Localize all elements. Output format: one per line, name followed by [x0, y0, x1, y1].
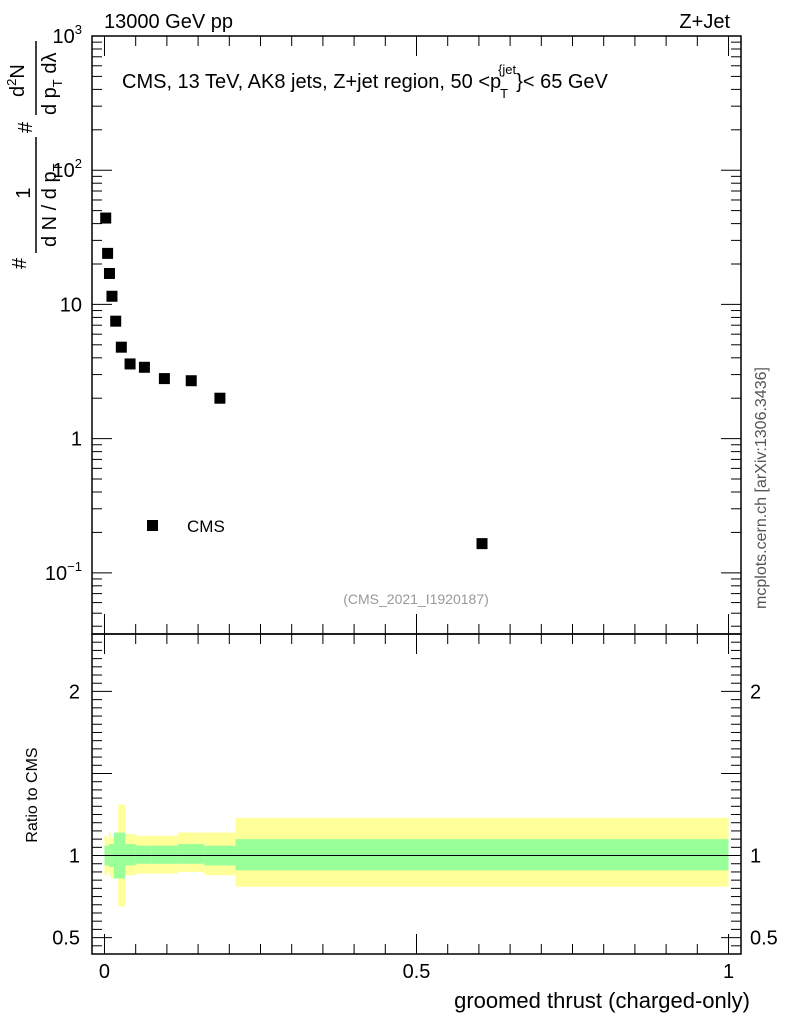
ratio-ytick-label: 1	[69, 846, 80, 868]
title-sup: {jet	[498, 62, 516, 77]
data-point	[476, 538, 488, 550]
data-point	[110, 315, 122, 327]
main-ylabel: # 1 d N / d pT # d2N d pT dλ	[4, 41, 65, 269]
ratio-ytick-label-right: 0.5	[750, 928, 778, 950]
data-point	[115, 341, 127, 353]
ylabel-den-sub: T	[50, 163, 65, 171]
ratio-inner-band-segment	[135, 845, 152, 864]
ylabel-den2-tail: dλ	[39, 53, 61, 80]
main-ytick-label: 10−1	[45, 559, 82, 585]
data-point	[102, 247, 114, 259]
title-sub: T	[500, 86, 508, 101]
xtick-label: 0	[99, 961, 110, 983]
side-watermark: mcplots.cern.ch [arXiv:1306.3436]	[753, 367, 770, 609]
ylabel-num-n: N	[7, 64, 29, 78]
ylabel-den-text: d N / d p	[39, 171, 61, 247]
ylabel-numerator: d2N	[4, 64, 29, 97]
data-point	[106, 290, 118, 302]
ylabel-den2-sub: T	[50, 79, 65, 87]
ratio-ytick-label: 2	[69, 681, 80, 703]
header-left-label: 13000 GeV pp	[104, 11, 233, 33]
data-point	[100, 212, 112, 224]
data-point	[138, 361, 150, 373]
data-points	[100, 212, 488, 550]
xtick-label: 1	[723, 961, 734, 983]
ylabel-den2-text: d p	[39, 87, 61, 115]
main-ytick-label: 102	[53, 156, 82, 182]
main-ytick-label: 103	[53, 22, 82, 48]
legend-label: CMS	[187, 517, 225, 536]
ylabel-num-d: d	[7, 86, 29, 97]
main-axis-ticks	[92, 35, 741, 634]
data-point	[103, 267, 115, 279]
ratio-bands	[104, 804, 729, 907]
ratio-inner-band-segment	[178, 844, 205, 864]
ratio-plot-frame	[91, 633, 742, 955]
legend-marker	[147, 520, 158, 531]
data-point	[158, 373, 170, 385]
ylabel-hash-2: #	[15, 121, 37, 133]
ratio-inner-band-segment	[125, 844, 136, 866]
xtick-label: 0.5	[403, 961, 431, 983]
plot-title: CMS, 13 TeV, AK8 jets, Z+jet region, 50 …	[122, 62, 609, 101]
ylabel-denominator-2: d pT dλ	[39, 53, 65, 115]
ratio-ytick-label: 0.5	[52, 928, 80, 950]
data-point	[124, 358, 136, 370]
data-point	[185, 375, 197, 387]
xlabel: groomed thrust (charged-only)	[454, 988, 750, 1013]
ratio-axis-ticks	[92, 633, 741, 955]
main-ytick-label: 1	[71, 429, 82, 451]
ratio-ylabel: Ratio to CMS	[24, 747, 41, 842]
ylabel-num-sup: 2	[4, 79, 19, 86]
ratio-inner-band-segment	[151, 845, 179, 864]
ratio-ytick-label-right: 1	[750, 846, 761, 868]
ratio-inner-band-segment	[235, 839, 729, 871]
ratio-ytick-label-right: 2	[750, 681, 761, 703]
ylabel-one: 1	[13, 187, 35, 198]
ylabel-hash: #	[9, 257, 31, 269]
analysis-id: (CMS_2021_I1920187)	[343, 591, 489, 607]
main-plot-frame	[91, 35, 742, 635]
title-main: CMS, 13 TeV, AK8 jets, Z+jet region, 50 …	[122, 71, 501, 93]
xtick-labels: 0 0.5 1	[99, 961, 734, 983]
ratio-ytick-labels: 0.5 0.5 1 1 2 2	[52, 681, 778, 949]
data-point	[214, 392, 226, 404]
ylabel-denominator: d N / d pT	[39, 163, 65, 247]
header-right-label: Z+Jet	[679, 11, 730, 33]
title-close: }< 65 GeV	[516, 71, 608, 93]
main-ytick-label: 10	[60, 294, 82, 316]
